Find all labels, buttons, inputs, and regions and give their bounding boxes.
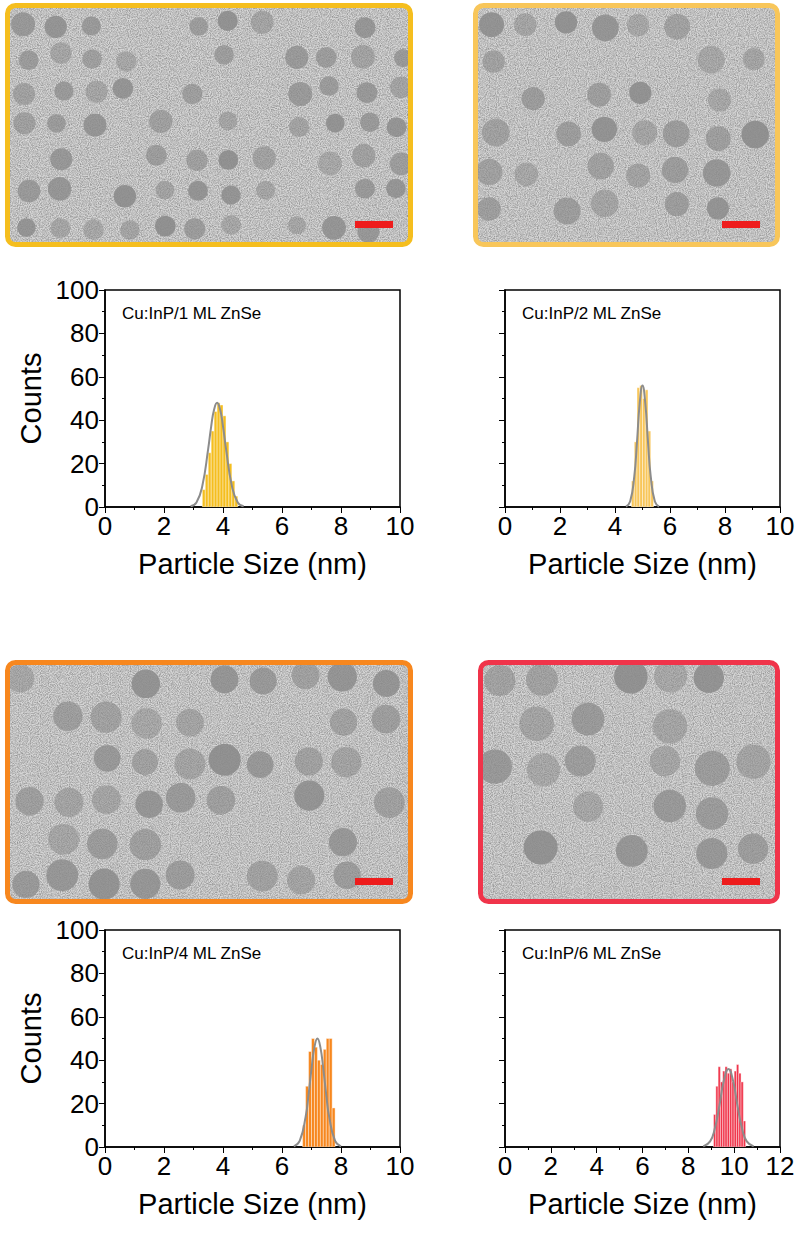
- svg-text:Particle Size (nm): Particle Size (nm): [528, 548, 757, 580]
- svg-text:6: 6: [635, 1151, 649, 1181]
- svg-text:Particle Size (nm): Particle Size (nm): [138, 1188, 367, 1220]
- svg-text:100: 100: [56, 275, 99, 305]
- svg-text:10: 10: [766, 511, 795, 541]
- svg-text:40: 40: [70, 405, 99, 435]
- svg-text:8: 8: [334, 511, 348, 541]
- svg-text:Cu:InP/6 ML ZnSe: Cu:InP/6 ML ZnSe: [522, 944, 661, 963]
- svg-text:Cu:InP/2 ML ZnSe: Cu:InP/2 ML ZnSe: [522, 304, 661, 323]
- svg-text:10: 10: [720, 1151, 749, 1181]
- svg-text:80: 80: [70, 318, 99, 348]
- svg-text:0: 0: [84, 492, 99, 522]
- svg-text:6: 6: [275, 511, 289, 541]
- svg-text:100: 100: [56, 915, 99, 945]
- svg-text:2: 2: [157, 511, 171, 541]
- svg-text:8: 8: [334, 1151, 348, 1181]
- svg-text:60: 60: [70, 1002, 99, 1032]
- svg-text:Particle Size (nm): Particle Size (nm): [528, 1188, 757, 1220]
- svg-text:0: 0: [498, 1151, 512, 1181]
- svg-text:0: 0: [498, 511, 512, 541]
- svg-text:Counts: Counts: [15, 993, 47, 1085]
- svg-text:Cu:InP/1 ML ZnSe: Cu:InP/1 ML ZnSe: [122, 304, 261, 323]
- svg-text:0: 0: [98, 511, 112, 541]
- svg-text:Cu:InP/4 ML ZnSe: Cu:InP/4 ML ZnSe: [122, 944, 261, 963]
- svg-text:Counts: Counts: [15, 353, 47, 445]
- svg-text:40: 40: [70, 1045, 99, 1075]
- svg-text:10: 10: [386, 1151, 415, 1181]
- svg-text:10: 10: [386, 511, 415, 541]
- svg-text:2: 2: [553, 511, 567, 541]
- svg-text:2: 2: [157, 1151, 171, 1181]
- svg-text:6: 6: [275, 1151, 289, 1181]
- svg-text:4: 4: [216, 1151, 230, 1181]
- svg-text:8: 8: [718, 511, 732, 541]
- svg-text:20: 20: [70, 449, 99, 479]
- svg-text:0: 0: [84, 1132, 99, 1162]
- svg-text:2: 2: [544, 1151, 558, 1181]
- svg-text:4: 4: [216, 511, 230, 541]
- svg-text:4: 4: [589, 1151, 603, 1181]
- svg-text:0: 0: [98, 1151, 112, 1181]
- svg-text:20: 20: [70, 1089, 99, 1119]
- svg-text:80: 80: [70, 958, 99, 988]
- svg-text:Particle Size (nm): Particle Size (nm): [138, 548, 367, 580]
- svg-text:8: 8: [681, 1151, 695, 1181]
- svg-text:4: 4: [608, 511, 622, 541]
- svg-text:6: 6: [663, 511, 677, 541]
- svg-text:12: 12: [766, 1151, 795, 1181]
- svg-text:60: 60: [70, 362, 99, 392]
